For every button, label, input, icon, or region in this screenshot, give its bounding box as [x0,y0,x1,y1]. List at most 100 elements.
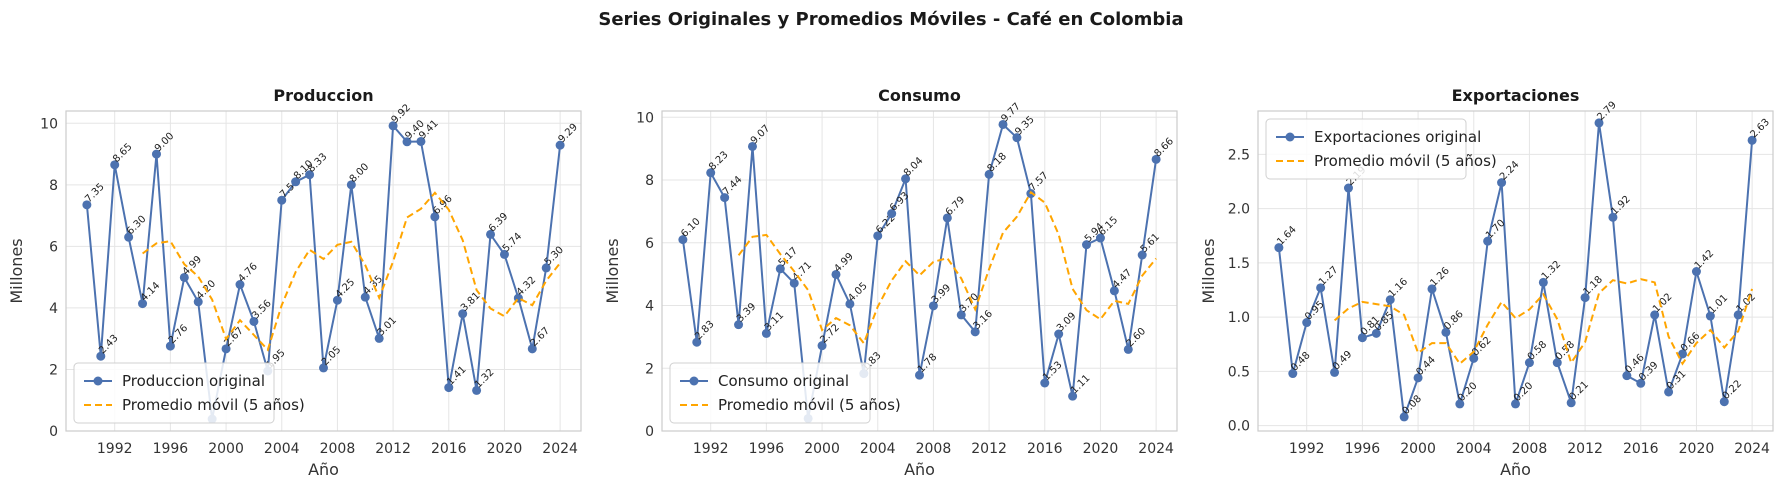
chart-panel-consumo: 1992 1996 2000 2004 2008 2012 2016 2020 2024 0 2 4 6… [603,86,1178,479]
data-point [984,169,994,179]
data-point [346,180,356,190]
x-tick-label: 2016 [431,441,467,457]
data-point [817,341,827,351]
legend-box [669,362,871,424]
data-label: 5.30 [543,245,567,269]
data-point [1109,286,1119,296]
data-label: 0.49 [1331,349,1355,373]
data-point [706,168,716,178]
data-point [1608,212,1618,222]
legend-box [73,362,275,424]
x-tick-label: 2000 [1400,441,1436,457]
x-tick-label: 2024 [1734,441,1770,457]
data-point [1594,118,1604,128]
data-label: 0.31 [1665,369,1689,393]
plot-frame [65,110,582,432]
data-point [138,299,148,309]
data-point [388,121,398,131]
moving-average-line [737,190,1157,346]
y-tick-label: 2.0 [1228,202,1250,218]
data-label: 0.20 [1456,380,1480,404]
data-point [555,140,565,150]
data-point [402,137,412,147]
data-label: 1.26 [1428,265,1452,289]
x-axis-label: Año [904,460,935,479]
data-label: 3.01 [376,315,400,339]
figure-title: Series Originales y Promedios Móviles - … [598,9,1183,30]
data-point [1469,353,1479,363]
data-point [291,177,301,187]
y-tick-label: 2 [645,361,654,377]
data-label: 6.79 [944,195,968,219]
data-point [928,301,938,311]
moving-average-line [142,191,561,352]
data-point [1385,295,1395,305]
y-tick-label: 0 [49,424,58,440]
data-point [249,316,259,326]
legend-label: Promedio móvil (5 años) [122,396,305,414]
plot-frame [661,110,1178,432]
data-point [678,235,688,245]
data-label: 1.11 [1069,373,1093,397]
data-point [82,200,92,210]
x-tick-label: 2004 [1456,441,1492,457]
data-point [1151,154,1161,164]
y-tick-label: 8 [645,173,654,189]
chart-title: Consumo [878,86,961,105]
x-tick-label: 1992 [97,441,133,457]
x-tick-label: 2016 [1027,441,1063,457]
data-point [1095,233,1105,243]
y-tick-label: 10 [636,110,654,126]
y-axis-label: Millones [7,238,26,303]
y-tick-label: 6 [49,239,58,255]
data-point [942,213,952,223]
data-label: 8.04 [902,155,926,179]
x-tick-label: 2008 [916,441,952,457]
data-point [541,263,551,273]
data-point [956,310,966,320]
data-point [151,149,161,159]
data-point [165,341,175,351]
data-point [1427,284,1437,294]
data-label: 9.35 [1013,114,1037,138]
data-label: 8.33 [306,151,330,175]
data-label: 2.24 [1498,159,1522,183]
x-tick-label: 2004 [264,441,300,457]
data-point [1371,328,1381,338]
data-point [1511,399,1520,409]
chart-panels: 1992 1996 2000 2004 2008 2012 2016 2020 2024 0 2 4 6… [7,86,1774,479]
chart-panel-exportaciones: 1992 1996 2000 2004 2008 2012 2016 2020 2024 0.0 0… [1199,86,1774,479]
data-point [221,344,231,354]
data-label: 0.86 [1442,309,1466,333]
data-point [1524,358,1534,368]
x-tick-label: 2020 [1083,441,1119,457]
data-point [305,170,315,180]
moving-average-line [1333,278,1754,366]
data-point [901,174,911,184]
data-point [1012,133,1022,143]
legend-label: Exportaciones original [1314,128,1481,146]
x-tick-label: 2012 [375,441,411,457]
data-point [277,195,287,205]
data-label: 1.16 [1387,276,1411,300]
x-tick-label: 2000 [804,441,840,457]
data-label: 2.43 [97,333,121,357]
data-label: 7.44 [721,174,745,198]
data-label: 4.99 [181,254,205,278]
legend-marker [689,376,699,386]
data-point [1538,277,1548,287]
legend-label: Consumo original [718,372,849,390]
x-tick-label: 2000 [208,441,244,457]
y-axis-label: Millones [603,238,622,303]
data-point [1123,344,1133,354]
data-point [1316,283,1326,293]
x-tick-label: 2016 [1623,441,1659,457]
legend: Exportaciones original Promedio móvil (5 … [1265,118,1497,180]
x-tick-label: 1996 [1345,441,1381,457]
data-point [1552,358,1562,368]
data-label: 9.92 [389,102,413,126]
data-label: 0.22 [1721,378,1745,402]
x-tick-label: 1996 [153,441,189,457]
x-tick-label: 2020 [487,441,523,457]
